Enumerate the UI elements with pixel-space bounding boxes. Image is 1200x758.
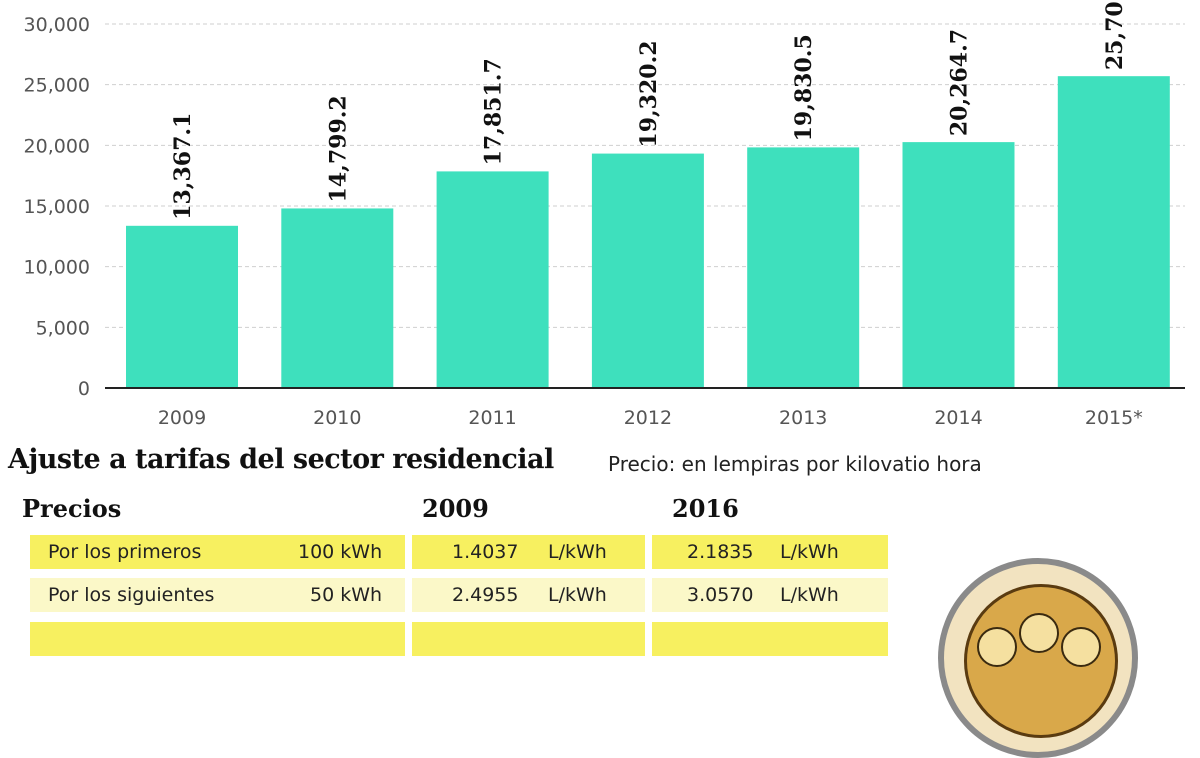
electric-meter-icon: [938, 558, 1138, 758]
y-tick-label: 20,000: [24, 135, 90, 157]
row-label: Por los primeros: [48, 541, 202, 563]
x-tick-label: 2011: [468, 407, 516, 429]
section-subtitle: Precio: en lempiras por kilovatio hora: [608, 452, 982, 476]
row-2016-value: 3.0570: [687, 584, 754, 606]
y-tick-label: 15,000: [24, 196, 90, 218]
bar-2010: [281, 208, 394, 388]
y-tick-label: 25,000: [24, 75, 90, 97]
y-tick-label: 10,000: [24, 257, 90, 279]
data-label: 20,264.7: [947, 29, 973, 136]
data-label: 19,830.5: [791, 34, 817, 141]
data-label: 19,320.2: [636, 40, 662, 147]
bar-2011: [436, 171, 549, 388]
x-tick-label: 2013: [779, 407, 827, 429]
bar-2012: [591, 153, 704, 388]
bar-chart: 0 5,000 10,000 15,000 20,000 25,000 30,000 2009…: [24, 1, 1185, 429]
data-label: 14,799.2: [325, 95, 351, 202]
table-row: Por los primeros 100 kWh 1.4037 L/kWh 2.…: [0, 535, 900, 569]
row-2016-value: 2.1835: [687, 541, 754, 563]
x-tick-label: 2012: [624, 407, 672, 429]
y-tick-label: 5,000: [36, 317, 90, 339]
row-2009-unit: L/kWh: [548, 584, 607, 606]
row-2009-unit: L/kWh: [548, 541, 607, 563]
bar-2014: [902, 142, 1015, 388]
header-2009: 2009: [422, 494, 489, 523]
bar-2009: [126, 225, 238, 388]
header-2016: 2016: [672, 494, 739, 523]
table-row-partial: [0, 622, 900, 656]
row-qty: 100 kWh: [298, 541, 383, 563]
row-qty: 50 kWh: [310, 584, 383, 606]
x-tick-label: 2014: [934, 407, 982, 429]
row-2016-unit: L/kWh: [780, 541, 839, 563]
header-precios: Precios: [22, 494, 122, 523]
data-label: 17,851.7: [481, 58, 507, 165]
data-label: 13,367.1: [170, 113, 196, 220]
bar-2015*: [1057, 76, 1170, 388]
data-label: 25,70: [1102, 1, 1128, 70]
row-2009-value: 2.4955: [452, 584, 519, 606]
x-tick-label: 2015*: [1085, 407, 1143, 429]
y-tick-label: 0: [78, 378, 90, 400]
row-2009-value: 1.4037: [452, 541, 519, 563]
row-2016-unit: L/kWh: [780, 584, 839, 606]
x-tick-label: 2010: [313, 407, 361, 429]
x-tick-label: 2009: [158, 407, 206, 429]
row-label: Por los siguientes: [48, 584, 215, 606]
bar-2013: [747, 147, 860, 388]
y-tick-label: 30,000: [24, 14, 90, 36]
section-title: Ajuste a tarifas del sector residencial: [8, 444, 554, 475]
table-row: Por los siguientes 50 kWh 2.4955 L/kWh 3…: [0, 578, 900, 612]
